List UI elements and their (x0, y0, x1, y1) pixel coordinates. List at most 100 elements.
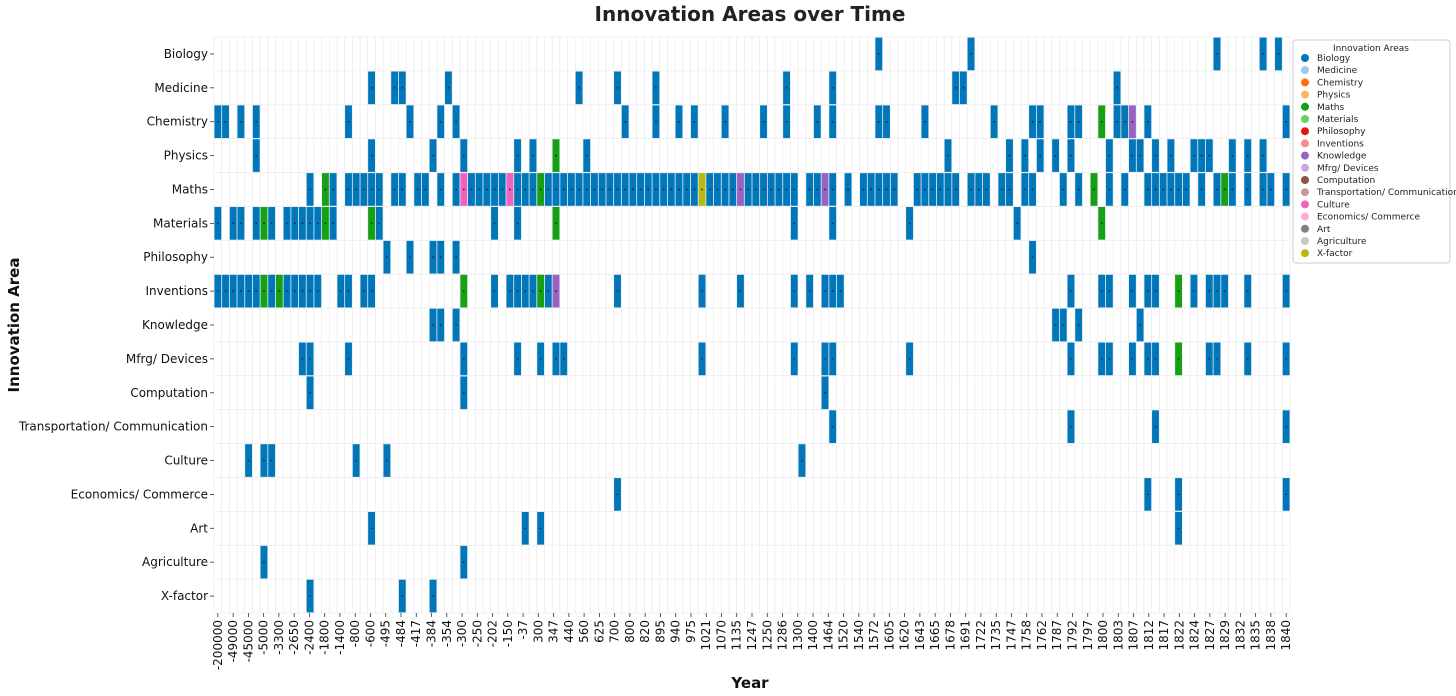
cell-dot (462, 561, 465, 563)
cell-dot (662, 188, 665, 191)
cell-dot (539, 358, 542, 360)
y-tick-label: Agriculture (142, 555, 208, 569)
cell-dot (370, 290, 373, 292)
cell-dot (1262, 154, 1264, 157)
cell-dot (1031, 256, 1034, 259)
cell-dot (432, 324, 434, 326)
y-tick-label: Maths (172, 182, 208, 196)
y-tick-label: Transportation/ Communication (18, 420, 208, 434)
cell-dot (539, 290, 542, 292)
y-tick-label: Inventions (146, 284, 208, 298)
cell-dot (693, 120, 696, 123)
x-tick-label: 1735 (989, 620, 1003, 651)
cell-dot (324, 222, 327, 225)
y-axis-label: Innovation Area (5, 258, 23, 393)
cell-dot (1062, 188, 1065, 191)
cell-dot (263, 222, 265, 225)
cell-dot (217, 222, 219, 225)
cell-dot (831, 290, 834, 292)
cell-dot (893, 188, 895, 191)
cell-dot (632, 188, 634, 191)
cell-dot (1147, 188, 1149, 191)
cell-dot (839, 290, 842, 292)
x-tick-label: -300 (455, 620, 469, 647)
cell-dot (793, 290, 796, 292)
chart-title: Innovation Areas over Time (595, 2, 906, 26)
legend-marker (1301, 212, 1309, 221)
cell-dot (486, 188, 488, 191)
cell-dot (1031, 120, 1034, 123)
legend-frame (1292, 39, 1451, 264)
cell-dot (478, 188, 480, 191)
cell-dot (293, 290, 296, 292)
x-tick-label: 1722 (974, 620, 988, 651)
x-tick-label: 1400 (806, 620, 820, 651)
x-tick-label: 1838 (1264, 620, 1278, 651)
x-tick-label: -49000 (226, 620, 240, 663)
cell-dot (716, 188, 719, 191)
x-tick-label: -200000 (211, 620, 225, 670)
legend-label: Culture (1317, 200, 1350, 210)
x-tick-label: 820 (638, 620, 652, 643)
cell-dot (301, 358, 304, 360)
cell-dot (785, 87, 788, 89)
cell-dot (462, 290, 465, 292)
cell-dot (1193, 290, 1195, 292)
cell-dot (1100, 290, 1103, 292)
cell-dot (347, 120, 350, 123)
cell-dot (1200, 188, 1203, 191)
legend-label: Agriculture (1317, 237, 1367, 247)
cell-dot (947, 188, 949, 191)
cell-dot (401, 595, 404, 597)
x-tick-label: 1747 (1004, 620, 1018, 651)
x-tick-label: -600 (363, 620, 377, 647)
cell-dot (1131, 154, 1134, 157)
cell-dot (1231, 188, 1234, 191)
cell-dot (301, 290, 304, 292)
x-tick-label: 940 (669, 620, 683, 643)
y-tick-label: Materials (153, 216, 208, 230)
cell-dot (1070, 290, 1072, 292)
cell-dot (255, 290, 258, 292)
legend-marker (1301, 102, 1309, 111)
cell-dot (286, 222, 288, 225)
cell-dot (555, 290, 557, 292)
cell-dot (1139, 154, 1141, 157)
cell-dot (1154, 154, 1157, 157)
x-tick-label: 1812 (1142, 620, 1156, 651)
cell-dot (678, 120, 680, 123)
cell-dot (985, 188, 988, 191)
cell-dot (1208, 358, 1211, 360)
cell-dot (247, 290, 250, 292)
cell-dot (532, 188, 534, 191)
x-tick-label: 1021 (699, 620, 713, 651)
cell-dot (455, 188, 457, 191)
cell-dot (724, 188, 726, 191)
cell-dot (1108, 154, 1111, 157)
legend: Innovation Areas Biology Medicine Chemistr… (1292, 39, 1456, 264)
cell-dot (240, 222, 242, 225)
cell-dot (1062, 324, 1065, 326)
cell-dot (1000, 188, 1003, 191)
cell-dot (255, 120, 258, 123)
cell-dot (739, 188, 742, 191)
cell-dot (462, 154, 465, 157)
legend-label: Physics (1317, 91, 1351, 101)
cell-dot (293, 222, 296, 225)
cell-dot (332, 188, 334, 191)
cell-dot (255, 154, 258, 157)
cell-dot (616, 87, 619, 89)
x-tick-label: -1400 (333, 620, 347, 655)
cell-dot (1108, 358, 1111, 360)
cell-dot (824, 188, 826, 191)
cell-dot (547, 188, 550, 191)
cell-dot (1024, 188, 1026, 191)
cell-dot (831, 87, 834, 89)
cell-dot (593, 188, 596, 191)
y-tick-label: Computation (130, 386, 208, 400)
cell-dot (570, 188, 573, 191)
cell-dot (801, 459, 803, 462)
x-tick-label: -250 (470, 620, 484, 647)
cell-dot (655, 120, 657, 123)
cell-dot (778, 188, 780, 191)
